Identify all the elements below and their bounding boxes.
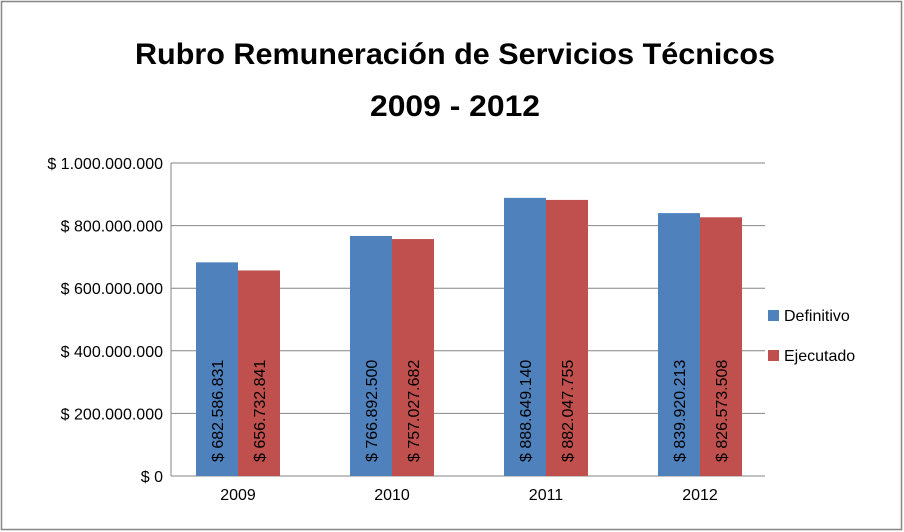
- value-label: $ 682.586.831: [210, 360, 227, 462]
- bar: [546, 199, 588, 476]
- value-label: $ 826.573.508: [714, 360, 731, 462]
- bar: [658, 213, 700, 476]
- bar: [504, 197, 546, 476]
- x-tick-label: 2010: [374, 487, 410, 504]
- bar: [238, 270, 280, 476]
- chart-title: 2009 - 2012: [370, 90, 540, 123]
- bar: [392, 239, 434, 476]
- value-label: $ 882.047.755: [560, 360, 577, 462]
- value-label: $ 888.649.140: [518, 360, 535, 462]
- legend-swatch: [768, 310, 779, 321]
- y-tick-label: $ 600.000.000: [61, 281, 163, 298]
- y-tick-label: $ 1.000.000.000: [47, 156, 163, 173]
- x-tick-label: 2011: [529, 487, 564, 504]
- value-label: $ 656.732.841: [252, 360, 269, 462]
- y-tick-label: $ 200.000.000: [61, 406, 163, 423]
- value-label: $ 766.892.500: [364, 360, 381, 462]
- bar: [196, 262, 238, 476]
- y-tick-label: $ 800.000.000: [61, 219, 163, 236]
- x-tick-label: 2012: [682, 487, 718, 504]
- legend-label: Ejecutado: [784, 348, 855, 365]
- y-tick-label: $ 400.000.000: [61, 344, 163, 361]
- y-tick-label: $ 0: [141, 469, 163, 486]
- bar: [350, 235, 392, 476]
- x-tick-label: 2009: [220, 487, 256, 504]
- legend-label: Definitivo: [784, 308, 850, 325]
- value-label: $ 757.027.682: [406, 360, 423, 462]
- value-label: $ 839.920.213: [672, 360, 689, 462]
- legend-swatch: [768, 350, 779, 361]
- chart-title: Rubro Remuneración de Servicios Técnicos: [135, 38, 775, 71]
- bar: [700, 217, 742, 477]
